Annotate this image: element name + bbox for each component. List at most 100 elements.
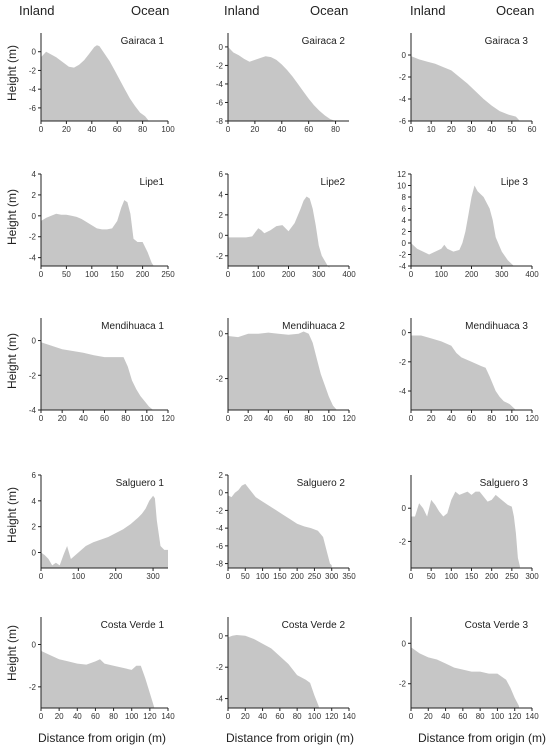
x-tick-label: 50 bbox=[62, 270, 71, 279]
x-tick-label: 20 bbox=[55, 712, 64, 721]
x-tick-label: 60 bbox=[458, 712, 467, 721]
profile-panel: 0 50 100 150 200 250 300 0 -2 Salguero 3 bbox=[399, 475, 539, 581]
inland-header: Inland bbox=[410, 3, 446, 18]
x-tick-label: 40 bbox=[73, 712, 82, 721]
profile-area bbox=[411, 56, 520, 121]
profile-area bbox=[411, 335, 516, 410]
x-tick-label: 100 bbox=[445, 572, 459, 581]
x-axis-label: Distance from origin (m) bbox=[38, 731, 167, 745]
profile-area bbox=[41, 495, 168, 568]
profile-panel: 0 100 200 300 400 12 10 8 6 4 2 0 -2 -4 Lipe 3 bbox=[397, 170, 539, 279]
x-tick-label: 250 bbox=[161, 270, 175, 279]
x-tick-label: 30 bbox=[467, 125, 476, 134]
profile-area bbox=[228, 196, 330, 268]
ocean-header: Ocean bbox=[310, 3, 349, 18]
profile-area bbox=[411, 491, 520, 568]
y-tick-label: 0 bbox=[219, 632, 224, 641]
y-tick-label: 0 bbox=[32, 48, 37, 57]
ocean-header: Ocean bbox=[131, 3, 170, 18]
x-tick-label: 40 bbox=[441, 712, 450, 721]
inland-header: Inland bbox=[224, 3, 260, 18]
panel-title: Gairaca 2 bbox=[302, 36, 346, 47]
x-tick-label: 40 bbox=[87, 125, 96, 134]
x-tick-label: 0 bbox=[39, 712, 44, 721]
x-tick-label: 40 bbox=[79, 414, 88, 423]
profile-panel: 0 20 40 60 80 100 120 140 0 -2 Costa Verde 1 bbox=[29, 617, 175, 721]
profile-area bbox=[228, 635, 319, 708]
y-tick-label: 0 bbox=[219, 43, 224, 52]
x-tick-label: 140 bbox=[161, 712, 175, 721]
x-tick-label: 20 bbox=[447, 125, 456, 134]
profile-panel: 0 20 40 60 80 100 120 0 -2 -4 Mendihuaca 1 bbox=[29, 318, 175, 423]
x-tick-label: 100 bbox=[322, 414, 336, 423]
x-tick-label: 40 bbox=[487, 125, 496, 134]
y-tick-label: 6 bbox=[402, 205, 407, 214]
x-tick-label: 150 bbox=[465, 572, 479, 581]
y-tick-label: -2 bbox=[399, 537, 407, 546]
x-tick-label: 100 bbox=[161, 125, 175, 134]
y-tick-label: -2 bbox=[216, 61, 224, 70]
x-tick-label: 0 bbox=[226, 125, 231, 134]
panel-title: Mendihuaca 3 bbox=[465, 321, 528, 332]
profile-panel: 0 100 200 300 6 4 2 0 Salguero 1 bbox=[32, 471, 168, 581]
y-tick-label: 0 bbox=[32, 641, 37, 650]
x-tick-label: 120 bbox=[161, 414, 175, 423]
y-tick-label: -2 bbox=[29, 233, 37, 242]
y-tick-label: 2 bbox=[219, 471, 224, 480]
profile-area bbox=[228, 483, 332, 568]
x-tick-label: 100 bbox=[72, 572, 86, 581]
x-tick-label: 10 bbox=[427, 125, 436, 134]
profile-area bbox=[228, 331, 337, 410]
y-tick-label: 0 bbox=[32, 212, 37, 221]
y-tick-label: -6 bbox=[216, 98, 224, 107]
x-tick-label: 150 bbox=[273, 572, 287, 581]
y-tick-label: -2 bbox=[29, 683, 37, 692]
x-tick-label: 20 bbox=[241, 712, 250, 721]
x-tick-label: 40 bbox=[258, 712, 267, 721]
x-tick-label: 350 bbox=[342, 572, 356, 581]
x-tick-label: 80 bbox=[121, 414, 130, 423]
x-tick-label: 100 bbox=[256, 572, 270, 581]
x-tick-label: 100 bbox=[491, 712, 505, 721]
x-tick-label: 80 bbox=[293, 712, 302, 721]
x-tick-label: 300 bbox=[525, 572, 539, 581]
y-tick-label: -6 bbox=[29, 104, 37, 113]
x-tick-label: 100 bbox=[140, 414, 154, 423]
x-tick-label: 60 bbox=[304, 125, 313, 134]
x-tick-label: 250 bbox=[308, 572, 322, 581]
y-tick-label: -4 bbox=[399, 387, 407, 396]
x-tick-label: 20 bbox=[250, 125, 259, 134]
x-tick-label: 50 bbox=[427, 572, 436, 581]
y-tick-label: 8 bbox=[402, 193, 407, 202]
x-tick-label: 400 bbox=[342, 270, 356, 279]
x-tick-label: 20 bbox=[424, 712, 433, 721]
y-tick-label: 0 bbox=[402, 329, 407, 338]
y-tick-label: 10 bbox=[397, 182, 406, 191]
panel-title: Lipe1 bbox=[140, 177, 165, 188]
y-tick-label: -2 bbox=[216, 375, 224, 384]
x-tick-label: 80 bbox=[304, 414, 313, 423]
y-tick-label: -2 bbox=[29, 66, 37, 75]
y-tick-label: -6 bbox=[216, 542, 224, 551]
x-tick-label: 80 bbox=[331, 125, 340, 134]
x-tick-label: 100 bbox=[85, 270, 99, 279]
y-tick-label: 0 bbox=[402, 639, 407, 648]
panel-title: Gairaca 1 bbox=[121, 36, 165, 47]
x-tick-label: 60 bbox=[91, 712, 100, 721]
x-tick-label: 20 bbox=[62, 125, 71, 134]
profile-panel: 0 20 40 60 80 100 0 -2 -4 -6 Gairaca 1 bbox=[29, 33, 175, 134]
x-tick-label: 60 bbox=[528, 125, 537, 134]
x-tick-label: 100 bbox=[252, 270, 266, 279]
y-tick-label: -4 bbox=[29, 85, 37, 94]
y-tick-label: -2 bbox=[216, 506, 224, 515]
y-tick-label: -2 bbox=[29, 371, 37, 380]
x-tick-label: 120 bbox=[143, 712, 157, 721]
profile-panel: 0 50 100 150 200 250 4 2 0 -2 -4 Lipe1 bbox=[29, 170, 175, 279]
x-tick-label: 0 bbox=[39, 414, 44, 423]
x-tick-label: 200 bbox=[465, 270, 479, 279]
x-tick-label: 0 bbox=[226, 270, 231, 279]
x-axis-label: Distance from origin (m) bbox=[226, 731, 355, 745]
x-tick-label: 200 bbox=[136, 270, 150, 279]
